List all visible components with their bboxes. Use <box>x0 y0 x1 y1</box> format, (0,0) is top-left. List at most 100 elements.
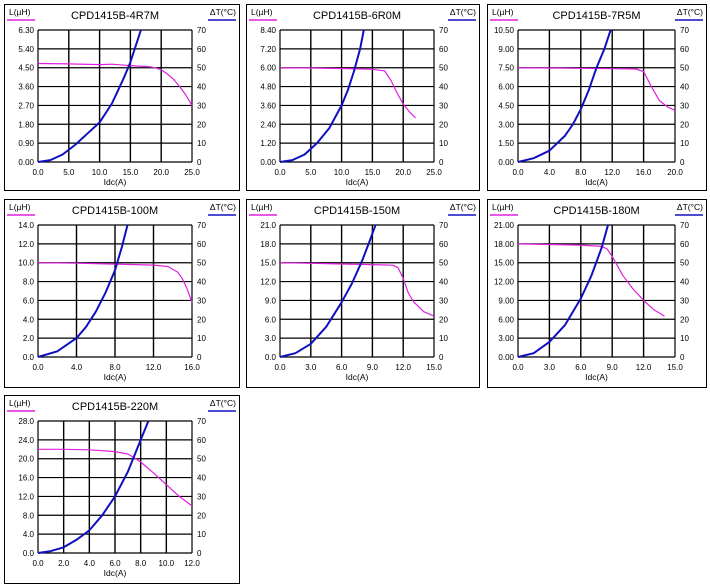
y2-tick-label: 30 <box>680 101 689 110</box>
chart-title: CPD1415B-100M <box>72 205 158 217</box>
x-tick-label: 25.0 <box>184 168 200 177</box>
y-tick-label: 21.0 <box>260 221 276 230</box>
y2-axis-label: ΔT(°C) <box>677 7 703 17</box>
y-tick-label: 12.0 <box>18 492 34 501</box>
y2-tick-label: 70 <box>197 221 206 230</box>
y-tick-label: 6.00 <box>498 315 514 324</box>
y-tick-label: 8.40 <box>260 26 276 35</box>
x-tick-label: 15.0 <box>667 363 683 372</box>
y2-tick-label: 70 <box>197 26 206 35</box>
y-tick-label: 7.50 <box>498 64 514 73</box>
y2-tick-label: 50 <box>197 259 206 268</box>
y2-tick-label: 30 <box>439 101 448 110</box>
y-tick-label: 12.0 <box>18 240 34 249</box>
y-tick-label: 5.40 <box>18 45 34 54</box>
y-tick-label: 18.0 <box>260 240 276 249</box>
y2-tick-label: 20 <box>680 315 689 324</box>
x-tick-label: 20.0 <box>153 168 169 177</box>
x-tick-label: 8.0 <box>135 559 147 568</box>
chart-title: CPD1415B-7R5M <box>552 10 640 22</box>
y-tick-label: 2.0 <box>23 334 35 343</box>
y2-tick-label: 70 <box>680 26 689 35</box>
y2-tick-label: 40 <box>439 278 448 287</box>
y-tick-label: 6.30 <box>18 26 34 35</box>
x-tick-label: 15.0 <box>123 168 139 177</box>
chart-title: CPD1415B-150M <box>314 205 400 217</box>
x-axis-label: Idc(A) <box>346 372 369 382</box>
y-tick-label: 8.0 <box>23 511 35 520</box>
y-tick-label: 3.0 <box>265 334 277 343</box>
y2-tick-label: 40 <box>197 474 206 483</box>
x-tick-label: 10.0 <box>159 559 175 568</box>
y2-tick-label: 40 <box>439 83 448 92</box>
y-tick-label: 0.00 <box>498 158 514 167</box>
chart-svg: CPD1415B-4R7M L(µH) ΔT(°C) 0.0 5.0 10.0 15.0 20… <box>7 7 236 187</box>
x-tick-label: 16.0 <box>636 168 652 177</box>
y-tick-label: 4.50 <box>18 64 34 73</box>
chart-panel: CPD1415B-180M L(µH) ΔT(°C) 0.0 3.0 6.0 9.0 12.0… <box>487 199 707 388</box>
y2-tick-label: 50 <box>439 259 448 268</box>
y-tick-label: 12.00 <box>494 278 515 287</box>
chart-title: CPD1415B-4R7M <box>71 10 159 22</box>
y2-tick-label: 40 <box>680 278 689 287</box>
y-tick-label: 8.0 <box>23 278 35 287</box>
y-tick-label: 10.0 <box>18 259 34 268</box>
x-axis-label: Idc(A) <box>104 177 127 187</box>
chart-panel: CPD1415B-150M L(µH) ΔT(°C) 0.0 3.0 6.0 9.0 12.0… <box>246 199 480 388</box>
x-axis-label: Idc(A) <box>346 177 369 187</box>
chart-panel: CPD1415B-220M L(µH) ΔT(°C) 0.0 2.0 4.0 6.0 8.0 1… <box>4 395 240 584</box>
y2-tick-label: 60 <box>439 240 448 249</box>
y-tick-label: 9.0 <box>265 296 277 305</box>
x-tick-label: 4.0 <box>71 363 83 372</box>
y-tick-label: 0.0 <box>23 549 35 558</box>
x-tick-label: 6.0 <box>109 559 121 568</box>
y2-tick-label: 30 <box>439 296 448 305</box>
temperature-rise-curve <box>279 224 377 358</box>
y-tick-label: 0.00 <box>498 353 514 362</box>
y-tick-label: 12.0 <box>260 278 276 287</box>
x-tick-label: 8.0 <box>575 168 587 177</box>
y2-axis-label: ΔT(°C) <box>210 398 236 408</box>
y2-tick-label: 40 <box>197 278 206 287</box>
y-tick-label: 16.0 <box>18 474 34 483</box>
chart-panel: CPD1415B-100M L(µH) ΔT(°C) 0.0 4.0 8.0 12.0 16.… <box>4 199 240 388</box>
x-tick-label: 16.0 <box>184 363 200 372</box>
y2-tick-label: 70 <box>680 221 689 230</box>
y2-tick-label: 70 <box>439 26 448 35</box>
x-tick-label: 0.0 <box>32 168 44 177</box>
y-tick-label: 3.00 <box>498 120 514 129</box>
x-tick-label: 12.0 <box>395 363 411 372</box>
y-tick-label: 9.00 <box>498 296 514 305</box>
y2-tick-label: 0 <box>439 353 444 362</box>
chart-title: CPD1415B-6R0M <box>313 10 401 22</box>
y-axis-label: L(µH) <box>9 398 31 408</box>
y-axis-label: L(µH) <box>9 202 31 212</box>
x-axis-label: Idc(A) <box>104 372 127 382</box>
x-tick-label: 5.0 <box>63 168 75 177</box>
x-tick-label: 15.0 <box>365 168 381 177</box>
y2-axis-label: ΔT(°C) <box>450 7 476 17</box>
y2-tick-label: 60 <box>197 240 206 249</box>
y-tick-label: 6.00 <box>260 64 276 73</box>
temperature-rise-curve <box>37 420 150 554</box>
x-tick-label: 0.0 <box>512 363 524 372</box>
x-tick-label: 15.0 <box>426 363 442 372</box>
temperature-rise-curve <box>279 29 365 163</box>
chart-svg: CPD1415B-180M L(µH) ΔT(°C) 0.0 3.0 6.0 9.0 12.0… <box>490 202 703 382</box>
y-tick-label: 0.0 <box>265 353 277 362</box>
y2-tick-label: 0 <box>680 158 685 167</box>
chart-svg: CPD1415B-6R0M L(µH) ΔT(°C) 0.0 5.0 10.0 15.0 20… <box>249 7 476 187</box>
y2-tick-label: 50 <box>439 64 448 73</box>
chart-title: CPD1415B-220M <box>72 401 158 413</box>
chart-panel: CPD1415B-7R5M L(µH) ΔT(°C) 0.0 4.0 8.0 12.0 16.… <box>487 4 707 191</box>
chart-panel: CPD1415B-4R7M L(µH) ΔT(°C) 0.0 5.0 10.0 15.0 20… <box>4 4 240 191</box>
x-tick-label: 6.0 <box>575 363 587 372</box>
y2-tick-label: 10 <box>680 334 689 343</box>
y-tick-label: 4.0 <box>23 530 35 539</box>
x-tick-label: 0.0 <box>32 363 44 372</box>
x-tick-label: 9.0 <box>367 363 379 372</box>
y-tick-label: 6.0 <box>265 315 277 324</box>
chart-svg: CPD1415B-220M L(µH) ΔT(°C) 0.0 2.0 4.0 6.0 8.0 1… <box>7 398 236 578</box>
y-tick-label: 18.00 <box>494 240 515 249</box>
temperature-rise-curve <box>517 224 609 358</box>
